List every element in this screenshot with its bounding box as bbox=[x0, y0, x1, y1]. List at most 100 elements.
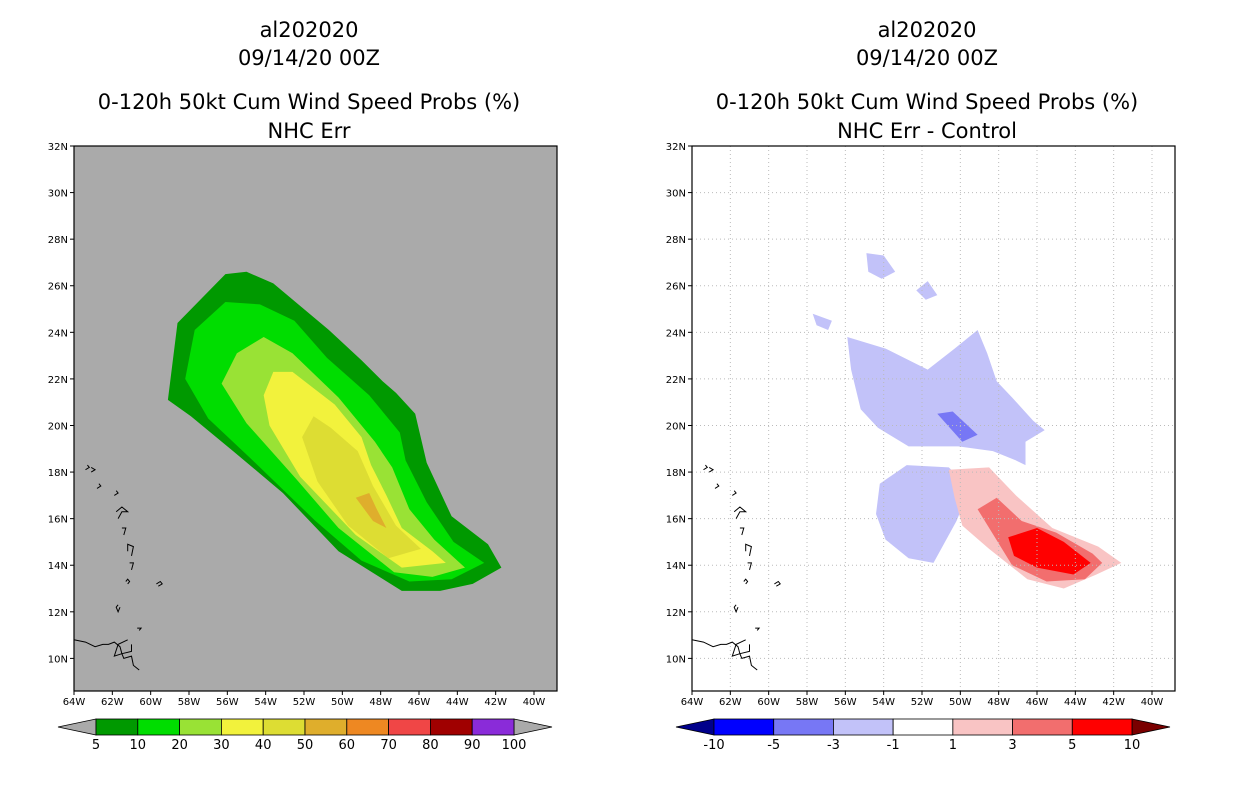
x-tick-label: 64W bbox=[681, 697, 704, 708]
colorbar-arrow-high bbox=[513, 718, 553, 736]
coastline bbox=[90, 466, 97, 473]
y-tick-label: 10N bbox=[48, 654, 68, 665]
title-subtitle: NHC Err - Control bbox=[837, 119, 1017, 143]
colorbar-arrow-low bbox=[57, 718, 97, 736]
x-tick-label: 46W bbox=[1026, 697, 1049, 708]
colorbar-label: 1 bbox=[949, 738, 957, 753]
colorbar-label: 80 bbox=[422, 738, 439, 753]
colorbar-swatch bbox=[262, 718, 306, 736]
contour--3-3 bbox=[866, 253, 896, 279]
colorbar-label: 50 bbox=[297, 738, 314, 753]
x-tick-label: 40W bbox=[523, 697, 546, 708]
y-tick-label: 14N bbox=[666, 561, 686, 572]
colorbar-swatch bbox=[346, 718, 389, 736]
x-tick-label: 54W bbox=[872, 697, 895, 708]
y-tick-label: 12N bbox=[48, 608, 68, 619]
coastline bbox=[731, 639, 750, 657]
colorbar-swatch bbox=[773, 718, 834, 736]
y-tick-label: 32N bbox=[48, 142, 68, 153]
colorbar-swatch bbox=[833, 718, 894, 736]
coastline bbox=[96, 483, 102, 489]
contour--3-2 bbox=[812, 313, 832, 330]
chart-right: al202020 09/14/20 00Z 0-120h 50kt Cum Wi… bbox=[666, 18, 1176, 753]
coastline bbox=[747, 562, 753, 571]
x-tick-label: 42W bbox=[1102, 697, 1125, 708]
chart-left: al202020 09/14/20 00Z 0-120h 50kt Cum Wi… bbox=[48, 18, 558, 753]
title-storm-id: al202020 bbox=[260, 18, 359, 42]
plot-frame bbox=[691, 145, 1176, 692]
contour-50-5 bbox=[355, 493, 387, 528]
coastline bbox=[85, 464, 91, 471]
coastline bbox=[732, 490, 737, 496]
contour-5-8 bbox=[1008, 528, 1091, 575]
y-tick-label: 16N bbox=[48, 515, 68, 526]
y-tick-label: 30N bbox=[666, 189, 686, 200]
colorbar-label: 10 bbox=[1124, 738, 1141, 753]
colorbar-swatch bbox=[137, 718, 181, 736]
colorbar-label: 100 bbox=[502, 738, 527, 753]
x-tick-label: 42W bbox=[484, 697, 507, 708]
colorbar-label: 60 bbox=[339, 738, 356, 753]
coastlines bbox=[691, 464, 781, 671]
x-tick-label: 40W bbox=[1141, 697, 1164, 708]
title-storm-id: al202020 bbox=[878, 18, 977, 42]
coastline bbox=[714, 483, 720, 489]
colorbar-swatch bbox=[892, 718, 954, 736]
colorbar-label: -10 bbox=[703, 738, 724, 753]
panel-left: al202020 09/14/20 00Z 0-120h 50kt Cum Wi… bbox=[48, 18, 558, 753]
x-tick-label: 54W bbox=[254, 697, 277, 708]
y-tick-label: 10N bbox=[666, 654, 686, 665]
x-tick-label: 48W bbox=[369, 697, 392, 708]
y-tick-label: 18N bbox=[666, 468, 686, 479]
coastline bbox=[127, 543, 134, 557]
coastline bbox=[113, 639, 132, 657]
x-tick-label: 56W bbox=[216, 697, 239, 708]
colorbar-arrow-high bbox=[1131, 718, 1171, 736]
coastline bbox=[121, 527, 127, 536]
title-date: 09/14/20 00Z bbox=[856, 46, 998, 70]
colorbar-swatch bbox=[429, 718, 473, 736]
coastline bbox=[743, 578, 749, 585]
coastline bbox=[137, 627, 143, 631]
colorbar-swatch bbox=[179, 718, 222, 736]
y-tick-label: 20N bbox=[48, 421, 68, 432]
colorbar-swatch bbox=[1012, 718, 1073, 736]
coastline bbox=[73, 639, 140, 671]
colorbar-label: 90 bbox=[464, 738, 481, 753]
x-tick-label: 62W bbox=[101, 697, 124, 708]
contour--3-4 bbox=[916, 281, 938, 300]
colorbar-label: 70 bbox=[380, 738, 397, 753]
colorbar-arrow-low bbox=[675, 718, 715, 736]
y-tick-label: 24N bbox=[48, 328, 68, 339]
colorbar-swatch bbox=[713, 718, 775, 736]
y-tick-label: 14N bbox=[48, 561, 68, 572]
x-tick-label: 50W bbox=[331, 697, 354, 708]
colorbar-swatch bbox=[95, 718, 139, 736]
coastline bbox=[739, 527, 745, 536]
colorbar-swatch bbox=[388, 718, 431, 736]
coastlines bbox=[73, 464, 163, 671]
x-tick-label: 44W bbox=[446, 697, 469, 708]
contour--3-0 bbox=[847, 330, 1045, 466]
colorbar-label: 40 bbox=[255, 738, 272, 753]
x-tick-label: 52W bbox=[911, 697, 934, 708]
colorbar-label: 5 bbox=[92, 738, 100, 753]
y-tick-label: 22N bbox=[48, 375, 68, 386]
title-product: 0-120h 50kt Cum Wind Speed Probs (%) bbox=[716, 90, 1138, 114]
x-tick-label: 44W bbox=[1064, 697, 1087, 708]
coastline bbox=[745, 543, 752, 557]
coastline bbox=[114, 490, 119, 496]
x-tick-label: 56W bbox=[834, 697, 857, 708]
y-tick-label: 26N bbox=[48, 282, 68, 293]
y-tick-label: 16N bbox=[666, 515, 686, 526]
x-tick-label: 46W bbox=[408, 697, 431, 708]
coastline bbox=[125, 578, 131, 585]
x-tick-label: 48W bbox=[987, 697, 1010, 708]
y-tick-label: 22N bbox=[666, 375, 686, 386]
coastline bbox=[115, 506, 130, 519]
y-tick-label: 28N bbox=[666, 235, 686, 246]
coastline bbox=[156, 580, 163, 587]
y-tick-label: 20N bbox=[666, 421, 686, 432]
coastline bbox=[703, 464, 709, 471]
contour--3-1 bbox=[876, 465, 970, 563]
